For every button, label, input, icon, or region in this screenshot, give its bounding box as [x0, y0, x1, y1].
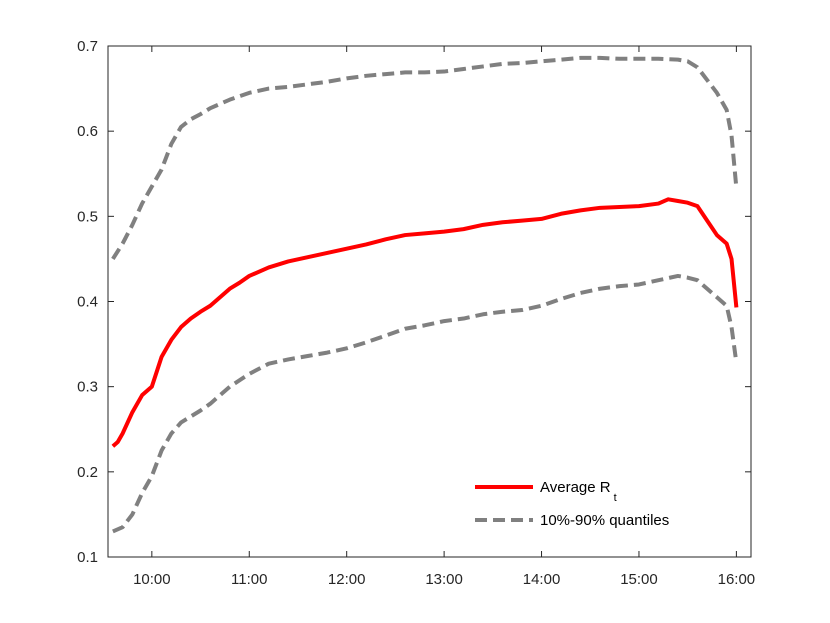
- legend-label-quantiles: 10%-90% quantiles: [540, 512, 669, 529]
- x-tick-label: 16:00: [718, 571, 756, 588]
- series-line-upper-quantile: [111, 55, 739, 260]
- x-tick-label: 12:00: [328, 571, 366, 588]
- y-tick-label: 0.5: [77, 208, 98, 225]
- series-line-average: [111, 197, 739, 448]
- plot-frame: [107, 45, 752, 558]
- series-line-lower-quantile: [112, 273, 739, 534]
- series-layer: [111, 55, 739, 534]
- y-tick-label: 0.1: [77, 549, 98, 566]
- legend-label-average: Average Rt: [540, 479, 617, 504]
- x-tick-label: 11:00: [231, 571, 267, 588]
- y-tick-label: 0.2: [77, 464, 98, 481]
- legend-box: [468, 468, 736, 538]
- x-tick-label: 13:00: [425, 571, 463, 588]
- y-tick-label: 0.7: [77, 38, 98, 55]
- legend: Average Rt 10%-90% quantiles: [468, 468, 736, 538]
- y-tick-label: 0.3: [77, 379, 98, 396]
- y-tick-label: 0.4: [77, 294, 98, 311]
- axis-layer: 10:00 11:00 12:00 13:00 14:00 15:00 16:00 0.1 0.…: [77, 38, 755, 588]
- x-tick-label: 10:00: [133, 571, 171, 588]
- y-tick-label: 0.6: [77, 123, 98, 140]
- x-tick-label: 15:00: [620, 571, 658, 588]
- x-tick-label: 14:00: [523, 571, 561, 588]
